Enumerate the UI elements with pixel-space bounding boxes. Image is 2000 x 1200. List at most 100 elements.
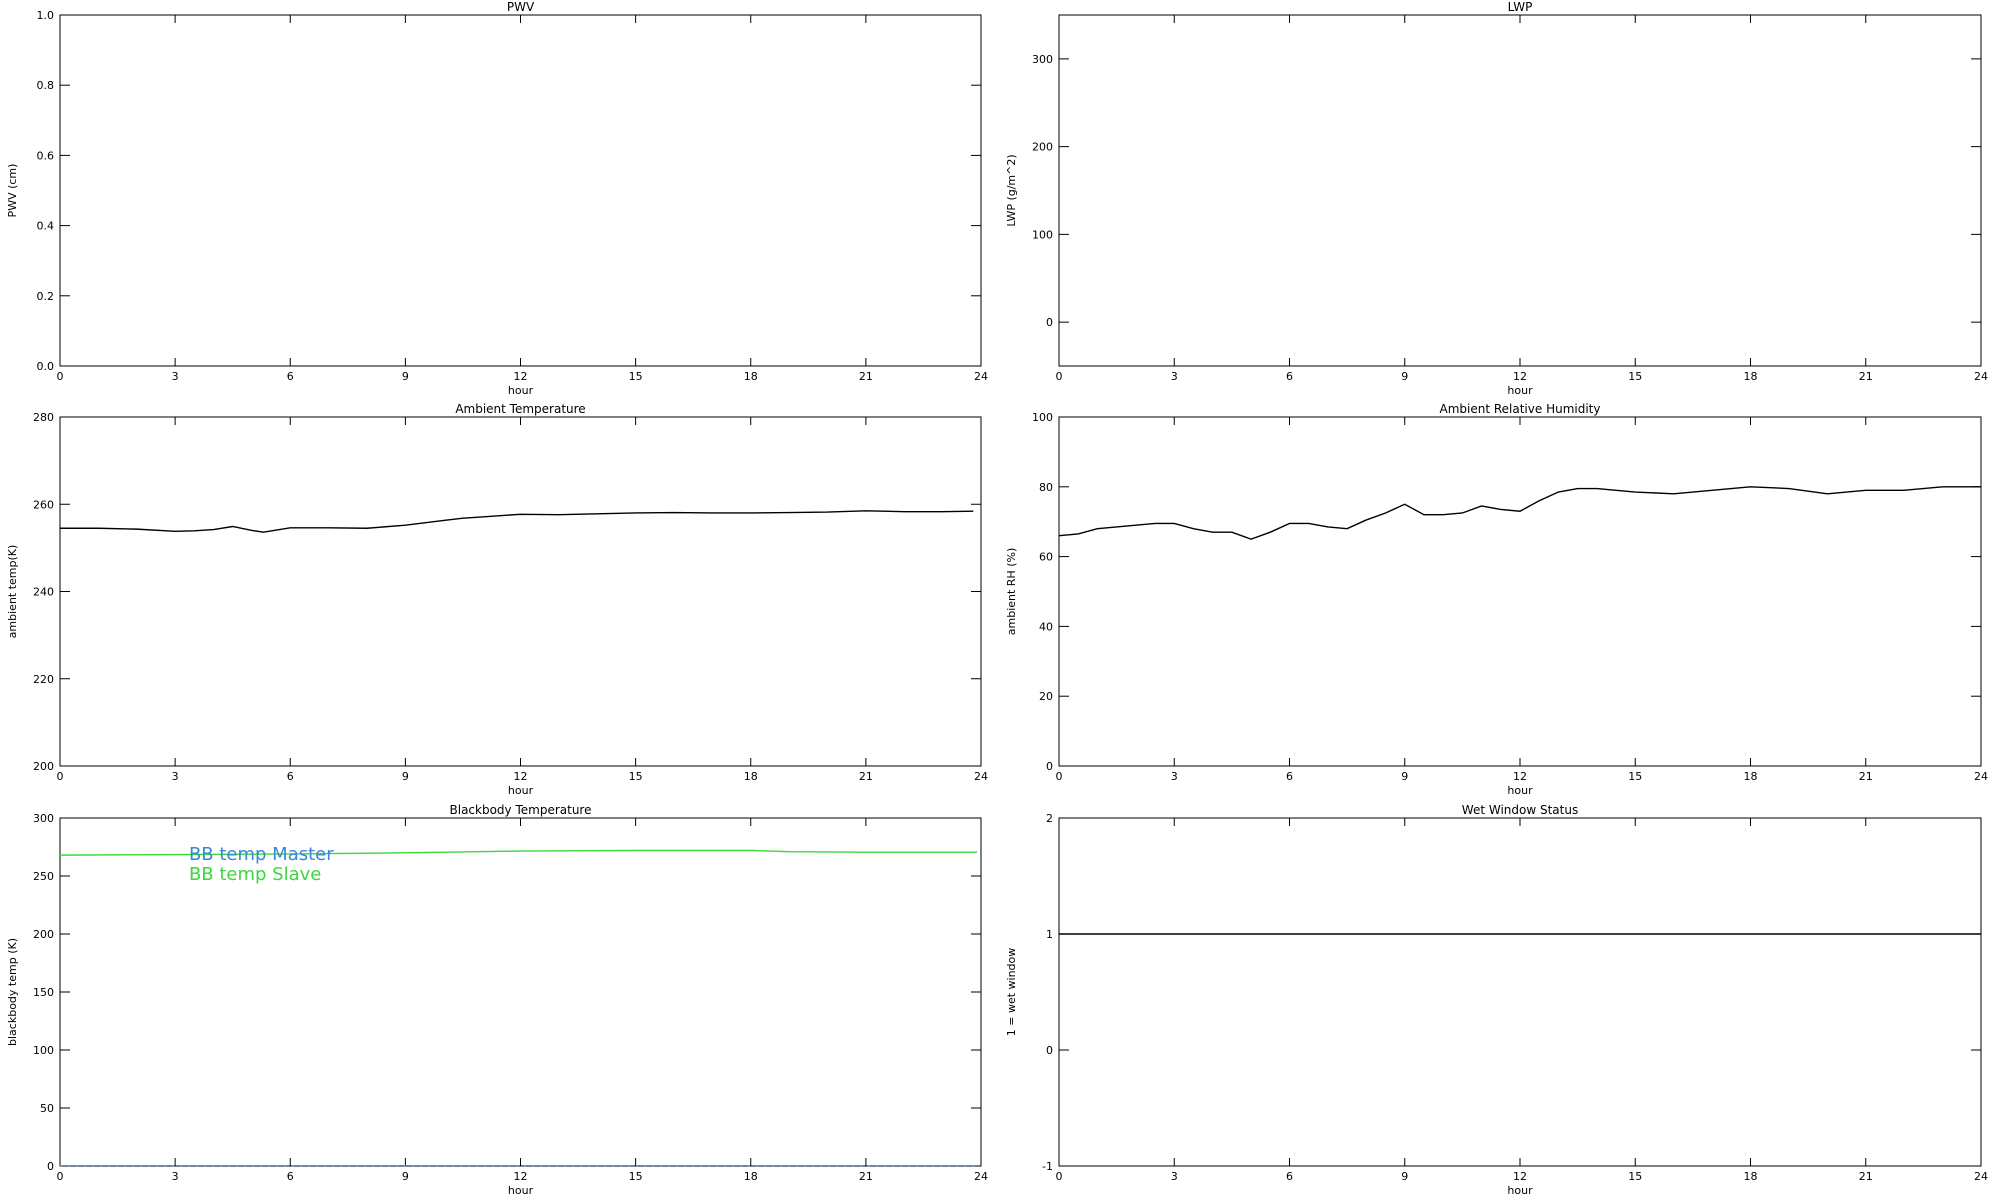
- panel: LWP hour LWP (g/m^2) 0 3 6 9 12 15 18 21 24 0 100 200 3…: [1005, 0, 1988, 397]
- y-tick-label: 0.6: [37, 149, 55, 162]
- x-tick-label: 21: [859, 370, 873, 383]
- y-tick-label: 100: [1032, 228, 1053, 241]
- series-line: [60, 510, 974, 533]
- x-tick-label: 18: [1744, 1170, 1758, 1183]
- x-tick-label: 24: [974, 770, 988, 783]
- y-tick-label: 200: [1032, 141, 1053, 154]
- x-tick-label: 3: [172, 370, 179, 383]
- legend-entry: BB temp Master: [189, 844, 334, 865]
- x-tick-label: 0: [1056, 1170, 1063, 1183]
- x-tick-label: 6: [287, 1170, 294, 1183]
- panel: Wet Window Status hour 1 = wet window 0 3 6 9 1…: [1005, 803, 1988, 1197]
- y-tick-label: 0: [1046, 316, 1053, 329]
- x-tick-label: 21: [1859, 770, 1873, 783]
- x-tick-label: 3: [1171, 1170, 1178, 1183]
- x-tick-label: 21: [859, 770, 873, 783]
- x-tick-label: 0: [57, 770, 64, 783]
- x-tick-label: 21: [1859, 1170, 1873, 1183]
- x-axis-label: hour: [508, 784, 534, 797]
- x-tick-label: 9: [402, 370, 409, 383]
- panel: Ambient Temperature hour ambient temp(K) 0 3…: [6, 402, 988, 797]
- legend-entry: BB temp Slave: [189, 864, 321, 885]
- x-tick-label: 9: [1401, 1170, 1408, 1183]
- y-axis-label: ambient temp(K): [6, 545, 19, 639]
- panel-title: PWV: [507, 0, 535, 14]
- x-tick-label: 15: [629, 770, 643, 783]
- y-axis-label: PWV (cm): [6, 164, 19, 218]
- x-tick-label: 24: [974, 370, 988, 383]
- y-tick-label: 0: [47, 1160, 54, 1173]
- x-tick-label: 21: [859, 1170, 873, 1183]
- x-tick-label: 15: [1628, 370, 1642, 383]
- series-line: [1058, 486, 1981, 540]
- x-axis-label: hour: [1507, 384, 1533, 397]
- y-tick-label: 1: [1046, 928, 1053, 941]
- y-tick-label: 240: [33, 586, 54, 599]
- x-axis-label: hour: [508, 384, 534, 397]
- y-tick-label: 50: [40, 1102, 54, 1115]
- y-tick-label: 0.4: [37, 220, 55, 233]
- x-tick-label: 15: [1628, 770, 1642, 783]
- x-tick-label: 9: [1401, 770, 1408, 783]
- x-tick-label: 15: [629, 370, 643, 383]
- x-tick-label: 9: [1401, 370, 1408, 383]
- y-tick-label: 100: [1032, 411, 1053, 424]
- y-tick-label: -1: [1042, 1160, 1053, 1173]
- panel-title: Blackbody Temperature: [450, 803, 592, 817]
- y-tick-label: 250: [33, 870, 54, 883]
- x-tick-label: 12: [1513, 1170, 1527, 1183]
- y-tick-label: 20: [1039, 690, 1053, 703]
- y-tick-label: 60: [1039, 551, 1053, 564]
- y-tick-label: 40: [1039, 620, 1053, 633]
- x-tick-label: 24: [1974, 370, 1988, 383]
- y-tick-label: 150: [33, 986, 54, 999]
- y-tick-label: 2: [1046, 812, 1053, 825]
- x-tick-label: 15: [629, 1170, 643, 1183]
- x-tick-label: 18: [744, 1170, 758, 1183]
- x-tick-label: 12: [1513, 770, 1527, 783]
- panel: PWV hour PWV (cm) 0 3 6 9 12 15 18 21 24 0.0 0.2 0.4 0.…: [6, 0, 988, 397]
- x-tick-label: 3: [1171, 370, 1178, 383]
- x-tick-label: 12: [1513, 370, 1527, 383]
- y-tick-label: 0.2: [37, 290, 55, 303]
- panel: Blackbody Temperature hour blackbody temp …: [6, 803, 988, 1197]
- x-tick-label: 21: [1859, 370, 1873, 383]
- y-tick-label: 0.8: [37, 79, 55, 92]
- plot-frame: [1058, 817, 1982, 1167]
- y-tick-label: 0.0: [37, 360, 55, 373]
- x-tick-label: 18: [1744, 370, 1758, 383]
- y-tick-label: 100: [33, 1044, 54, 1057]
- panel: Ambient Relative Humidity hour ambient RH …: [1005, 402, 1988, 797]
- y-tick-label: 200: [33, 760, 54, 773]
- x-tick-label: 12: [514, 1170, 528, 1183]
- x-tick-label: 24: [1974, 1170, 1988, 1183]
- y-tick-label: 0: [1046, 1044, 1053, 1057]
- panel-title: Wet Window Status: [1462, 803, 1578, 817]
- x-tick-label: 6: [1286, 770, 1293, 783]
- x-tick-label: 15: [1628, 1170, 1642, 1183]
- x-axis-label: hour: [1507, 784, 1533, 797]
- x-tick-label: 3: [172, 1170, 179, 1183]
- x-tick-label: 18: [744, 370, 758, 383]
- y-tick-label: 300: [1032, 53, 1053, 66]
- x-tick-label: 12: [514, 370, 528, 383]
- x-tick-label: 0: [1056, 370, 1063, 383]
- plot-frame: [59, 416, 982, 767]
- x-tick-label: 0: [1056, 770, 1063, 783]
- y-tick-label: 80: [1039, 481, 1053, 494]
- y-axis-label: blackbody temp (K): [6, 938, 19, 1046]
- plot-frame: [59, 14, 982, 367]
- x-axis-label: hour: [1507, 1184, 1533, 1197]
- plot-frame: [1058, 416, 1982, 767]
- x-tick-label: 6: [287, 370, 294, 383]
- x-tick-label: 24: [974, 1170, 988, 1183]
- x-tick-label: 6: [1286, 370, 1293, 383]
- panel-title: LWP: [1508, 0, 1533, 14]
- plot-frame: [1058, 14, 1982, 367]
- x-tick-label: 0: [57, 370, 64, 383]
- y-axis-label: ambient RH (%): [1005, 548, 1018, 636]
- series-line: [59, 849, 978, 856]
- x-tick-label: 3: [172, 770, 179, 783]
